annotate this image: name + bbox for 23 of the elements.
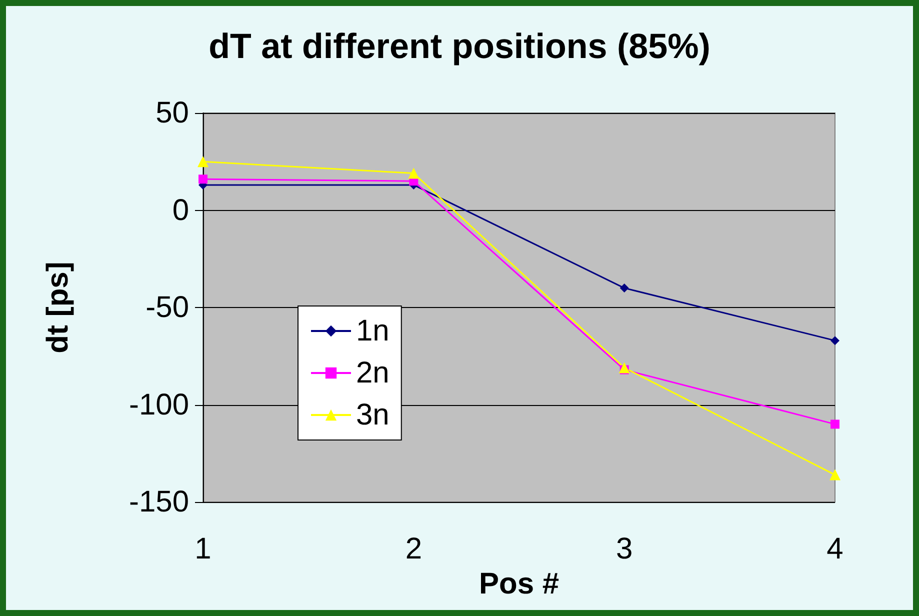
- chart-title: dT at different positions (85%): [208, 27, 710, 66]
- legend-label: 1n: [356, 314, 390, 348]
- y-tick-label: -100: [128, 388, 189, 422]
- point: [198, 174, 208, 184]
- legend-label: 2n: [356, 356, 390, 390]
- point: [618, 362, 630, 374]
- y-tick-label: -50: [146, 291, 189, 324]
- point: [830, 336, 840, 346]
- y-tick-label: 50: [156, 96, 189, 130]
- x-tick-label: 1: [194, 532, 212, 566]
- point: [620, 284, 629, 293]
- legend-label: 3n: [356, 398, 390, 432]
- y-tick-label: -150: [128, 486, 189, 518]
- point: [408, 168, 420, 179]
- point: [198, 156, 208, 168]
- y-tick-label: 0: [172, 194, 189, 227]
- x-tick-label: 3: [616, 532, 633, 566]
- y-axis-title: dt [ps]: [42, 262, 74, 354]
- x-axis-title: Pos #: [478, 567, 560, 600]
- x-tick-label: 4: [826, 532, 844, 566]
- point: [830, 420, 840, 429]
- point: [830, 469, 840, 480]
- x-tick-label: 2: [405, 532, 422, 566]
